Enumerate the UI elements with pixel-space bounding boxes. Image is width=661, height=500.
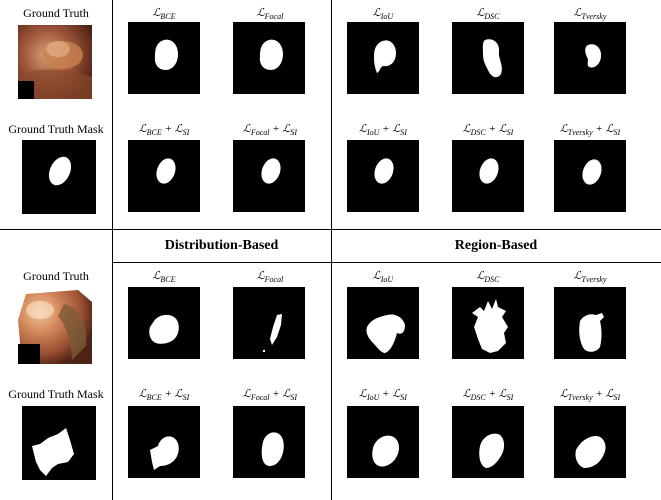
ground-truth-mask-2 — [22, 406, 96, 480]
loss-label-bce-si-2: ℒBCE + ℒSI — [138, 388, 190, 403]
mask-bce-1 — [128, 22, 200, 94]
loss-label-tversky-si-2: ℒTversky + ℒSI — [559, 388, 621, 403]
mask-dsc-si-1 — [452, 140, 524, 212]
ground-truth-mask-1 — [22, 140, 96, 214]
loss-label-tversky-1: ℒTversky — [573, 7, 607, 22]
mask-focal-1 — [233, 22, 305, 94]
mask-dsc-si-2 — [452, 406, 524, 478]
mask-iou-si-2 — [347, 406, 419, 478]
loss-label-tversky-2: ℒTversky — [573, 270, 607, 285]
loss-label-iou-1: ℒIoU — [372, 7, 394, 22]
loss-label-bce-2: ℒBCE — [152, 270, 176, 285]
mask-focal-si-2 — [233, 406, 305, 478]
loss-label-focal-1: ℒFocal — [256, 7, 284, 22]
row-label-ground-truth-mask-2: Ground Truth Mask — [8, 387, 104, 401]
mask-iou-1 — [347, 22, 419, 94]
mask-bce-2 — [128, 287, 200, 359]
mask-iou-2 — [347, 287, 419, 359]
divider-middle — [331, 0, 332, 500]
heading-region-based: Region-Based — [454, 238, 538, 253]
loss-label-dsc-si-2: ℒDSC + ℒSI — [462, 388, 514, 403]
mask-tversky-1 — [554, 22, 626, 94]
divider-left — [112, 0, 113, 500]
endoscopy-photo-1 — [18, 25, 92, 99]
mask-iou-si-1 — [347, 140, 419, 212]
mask-tversky-si-1 — [554, 140, 626, 212]
mask-dsc-2 — [452, 287, 524, 359]
mask-focal-2 — [233, 287, 305, 359]
loss-label-iou-si-2: ℒIoU + ℒSI — [359, 388, 407, 403]
row-label-ground-truth-1: Ground Truth — [23, 6, 89, 20]
mask-bce-si-2 — [128, 406, 200, 478]
mask-bce-si-1 — [128, 140, 200, 212]
mask-tversky-si-2 — [554, 406, 626, 478]
loss-label-bce-1: ℒBCE — [152, 7, 176, 22]
row-label-ground-truth-mask-1: Ground Truth Mask — [8, 122, 104, 136]
loss-label-bce-si-1: ℒBCE + ℒSI — [138, 123, 190, 138]
loss-label-iou-si-1: ℒIoU + ℒSI — [359, 123, 407, 138]
loss-label-dsc-si-1: ℒDSC + ℒSI — [462, 123, 514, 138]
mask-tversky-2 — [554, 287, 626, 359]
loss-label-focal-2: ℒFocal — [256, 270, 284, 285]
loss-label-focal-si-1: ℒFocal + ℒSI — [242, 123, 298, 138]
loss-label-focal-si-2: ℒFocal + ℒSI — [242, 388, 298, 403]
mask-dsc-1 — [452, 22, 524, 94]
loss-label-tversky-si-1: ℒTversky + ℒSI — [559, 123, 621, 138]
divider-mid-bottom — [112, 262, 661, 263]
divider-mid-top — [0, 229, 661, 230]
heading-distribution-based: Distribution-Based — [164, 238, 279, 253]
endoscopy-photo-2 — [18, 290, 92, 364]
row-label-ground-truth-2: Ground Truth — [23, 269, 89, 283]
loss-label-dsc-1: ℒDSC — [476, 7, 500, 22]
loss-label-dsc-2: ℒDSC — [476, 270, 500, 285]
loss-label-iou-2: ℒIoU — [372, 270, 394, 285]
mask-focal-si-1 — [233, 140, 305, 212]
